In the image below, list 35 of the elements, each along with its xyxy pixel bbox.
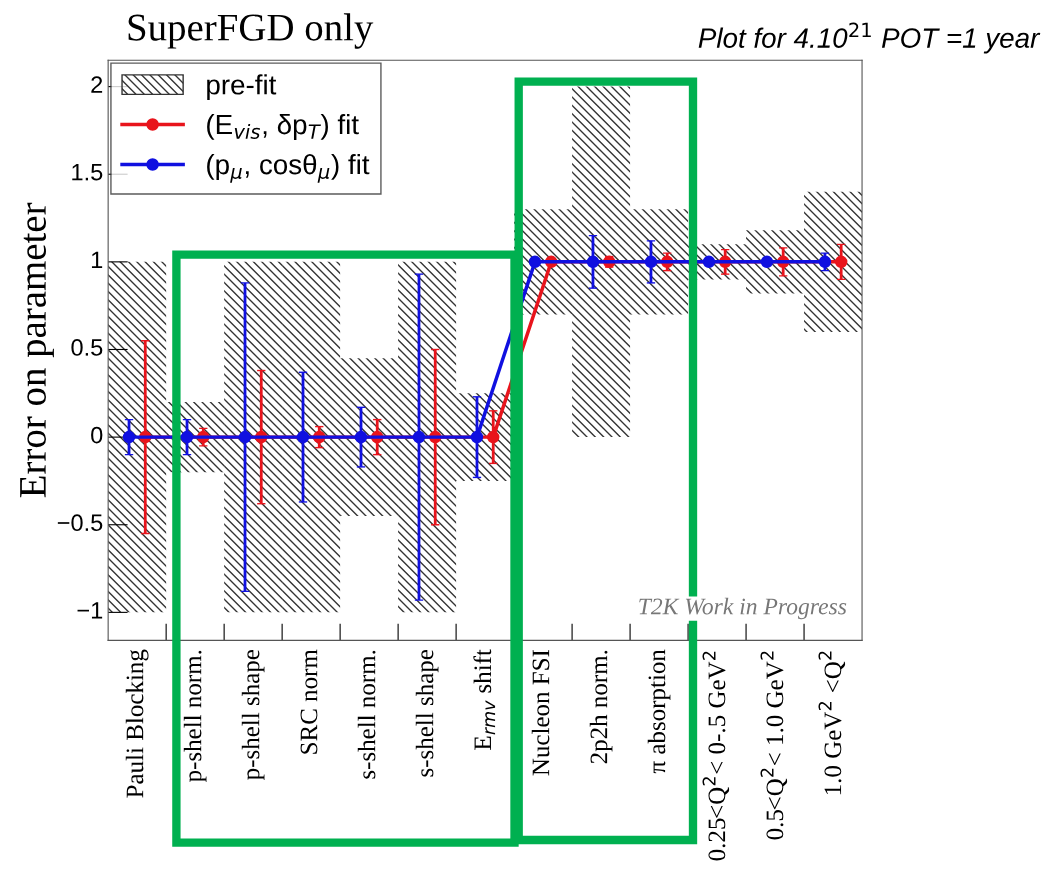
x-tick-label: 1.0 GeV$^{2}$ <Q$^{2}$ <box>818 651 846 795</box>
x-tick-label: s-shell shape <box>415 649 439 777</box>
x-tick-label: 0.5<Q$^{2}$< 1.0 GeV$^{2}$ <box>760 651 788 840</box>
y-tick-label: 1 <box>91 251 103 268</box>
text: Plot for 4.10$^{21}$ POT =1 year <box>698 22 1041 54</box>
y-tick-label: −0.5 <box>57 514 103 532</box>
x-tick-label: p-shell norm. <box>183 650 207 783</box>
x-tick-label: Nucleon FSI <box>531 649 550 776</box>
x-tick-label: 2p2h norm. <box>589 650 613 764</box>
x-tick-label: p-shell shape <box>241 649 265 780</box>
x-tick-label: π absorption <box>647 649 671 774</box>
bar <box>108 261 167 613</box>
bar <box>398 261 457 613</box>
y-tick-label: 0 <box>91 426 103 444</box>
bar <box>572 86 631 438</box>
y-tick-label: 2 <box>91 76 103 93</box>
x-tick-label: 0.25<Q$^{2}$< 0-.5 GeV$^{2}$ <box>702 651 730 861</box>
bar <box>282 261 341 613</box>
y-tick-label: 1.5 <box>72 164 103 181</box>
bar <box>340 358 399 516</box>
x-tick-label: SRC norm <box>300 649 318 754</box>
bar <box>630 209 689 315</box>
legend-label: (p$_{μ}$, cosθ$_{μ}$) fit <box>207 153 370 183</box>
x-tick-label: Pauli Blocking <box>125 649 149 798</box>
chart-title: SuperFGD only <box>128 13 374 49</box>
bar <box>804 191 863 332</box>
legend-label: (E$_{vis}$, δp$_{T}$) fit <box>207 113 359 140</box>
annotation: T2K Work in Progress <box>639 597 847 620</box>
legend-label: pre-fit <box>207 74 277 101</box>
bar <box>224 261 283 613</box>
x-tick-label: s-shell norm. <box>357 650 376 779</box>
y-axis-title: Error on parameter <box>20 202 54 498</box>
y-tick-label: −1 <box>77 602 103 619</box>
y-tick-label: 0.5 <box>71 339 103 356</box>
x-tick-label: E$_{rmv}$ shift <box>473 649 496 750</box>
